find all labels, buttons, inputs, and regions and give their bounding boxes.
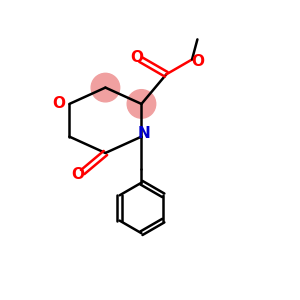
- Text: O: O: [71, 167, 84, 182]
- Circle shape: [91, 73, 120, 102]
- Circle shape: [127, 90, 156, 118]
- Text: O: O: [52, 96, 65, 111]
- Text: O: O: [191, 54, 204, 69]
- Text: O: O: [130, 50, 143, 64]
- Text: N: N: [137, 126, 150, 141]
